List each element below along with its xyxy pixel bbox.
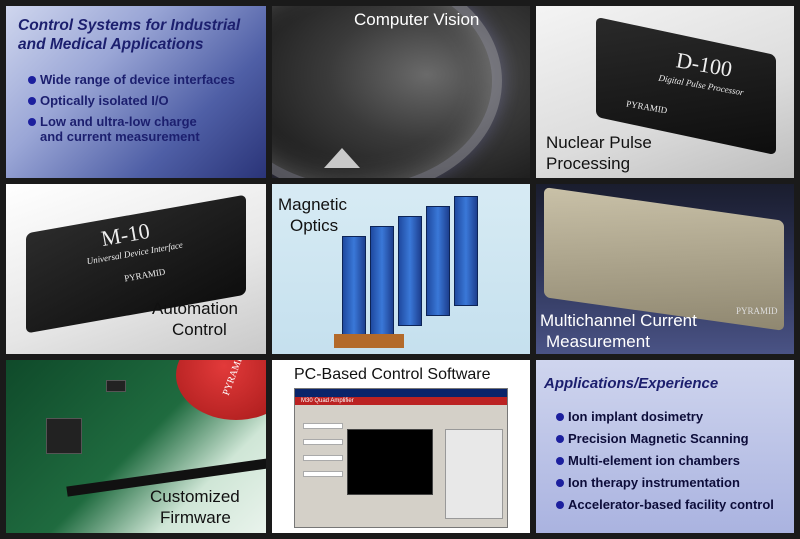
magnetic-optics-panel: Magnetic Optics xyxy=(272,184,530,354)
pc-software-panel: PC-Based Control Software M30 Quad Ampli… xyxy=(272,360,530,533)
control-systems-title-line1: Control Systems for Industrial xyxy=(18,17,241,34)
control-systems-title-line2: and Medical Applications xyxy=(18,36,204,53)
bullet-dot-icon xyxy=(556,457,564,465)
magnet-block-image xyxy=(342,236,366,346)
bullet-continuation: and current measurement xyxy=(40,129,200,144)
magnet-block-image xyxy=(426,206,450,316)
window-title: M30 Quad Amplifier xyxy=(301,398,354,404)
plot-area-image xyxy=(347,429,433,495)
magnet-block-image xyxy=(398,216,422,326)
bullet-dot-icon xyxy=(28,97,36,105)
firmware-panel: PYRAMID Customized Firmware xyxy=(6,360,266,533)
field-image xyxy=(303,423,343,429)
applications-bullets: Ion implant dosimetry Precision Magnetic… xyxy=(556,409,774,519)
control-systems-panel: Control Systems for Industrial and Medic… xyxy=(6,6,266,178)
bullet-item: Low and ultra-low charge xyxy=(28,114,235,129)
bullet-item: Optically isolated I/O xyxy=(28,93,235,108)
multichannel-caption: Multichannel Current Measurement xyxy=(540,311,697,351)
bullet-item: Ion therapy instrumentation xyxy=(556,475,774,490)
bullet-dot-icon xyxy=(556,413,564,421)
bullet-item: Accelerator-based facility control xyxy=(556,497,774,512)
multichannel-panel: PYRAMID Multichannel Current Measurement xyxy=(536,184,794,354)
pc-software-caption: PC-Based Control Software xyxy=(294,366,491,383)
magnet-block-image xyxy=(370,226,394,336)
lens-image xyxy=(272,6,502,178)
bullet-dot-icon xyxy=(556,501,564,509)
chip-image xyxy=(106,380,126,392)
chip-image xyxy=(46,418,82,454)
nuclear-pulse-caption: Nuclear Pulse Processing xyxy=(546,133,652,173)
side-panel-image xyxy=(445,429,503,519)
magnetic-optics-caption: Magnetic Optics xyxy=(278,195,347,235)
field-image xyxy=(303,471,343,477)
control-systems-bullets: Wide range of device interfaces Opticall… xyxy=(28,72,235,150)
nuclear-pulse-panel: D-100 Digital Pulse Processor PYRAMID Nu… xyxy=(536,6,794,178)
automation-panel: M-10 Universal Device Interface PYRAMID … xyxy=(6,184,266,354)
field-image xyxy=(303,439,343,445)
magnet-block-image xyxy=(454,196,478,306)
bullet-item: Multi-element ion chambers xyxy=(556,453,774,468)
firmware-caption: Customized Firmware xyxy=(150,487,240,527)
bullet-item: Ion implant dosimetry xyxy=(556,409,774,424)
computer-vision-panel: Computer Vision xyxy=(272,6,530,178)
bullet-dot-icon xyxy=(556,479,564,487)
bullet-dot-icon xyxy=(28,118,36,126)
applications-title: Applications/Experience xyxy=(544,375,719,392)
field-image xyxy=(303,455,343,461)
control-systems-title: Control Systems for Industrial and Medic… xyxy=(18,16,240,54)
window-header: M30 Quad Amplifier xyxy=(295,397,507,405)
computer-vision-caption: Computer Vision xyxy=(354,10,480,29)
bullet-item: Wide range of device interfaces xyxy=(28,72,235,87)
multichannel-brand: PYRAMID xyxy=(736,306,778,316)
window-titlebar xyxy=(295,389,507,397)
applications-panel: Applications/Experience Ion implant dosi… xyxy=(536,360,794,533)
software-screenshot: M30 Quad Amplifier xyxy=(294,388,508,528)
magnet-base-image xyxy=(334,334,404,348)
bullet-dot-icon xyxy=(28,76,36,84)
cone-image xyxy=(324,148,360,168)
bullet-dot-icon xyxy=(556,435,564,443)
bullet-item: Precision Magnetic Scanning xyxy=(556,431,774,446)
automation-caption: Automation Control xyxy=(152,299,238,339)
